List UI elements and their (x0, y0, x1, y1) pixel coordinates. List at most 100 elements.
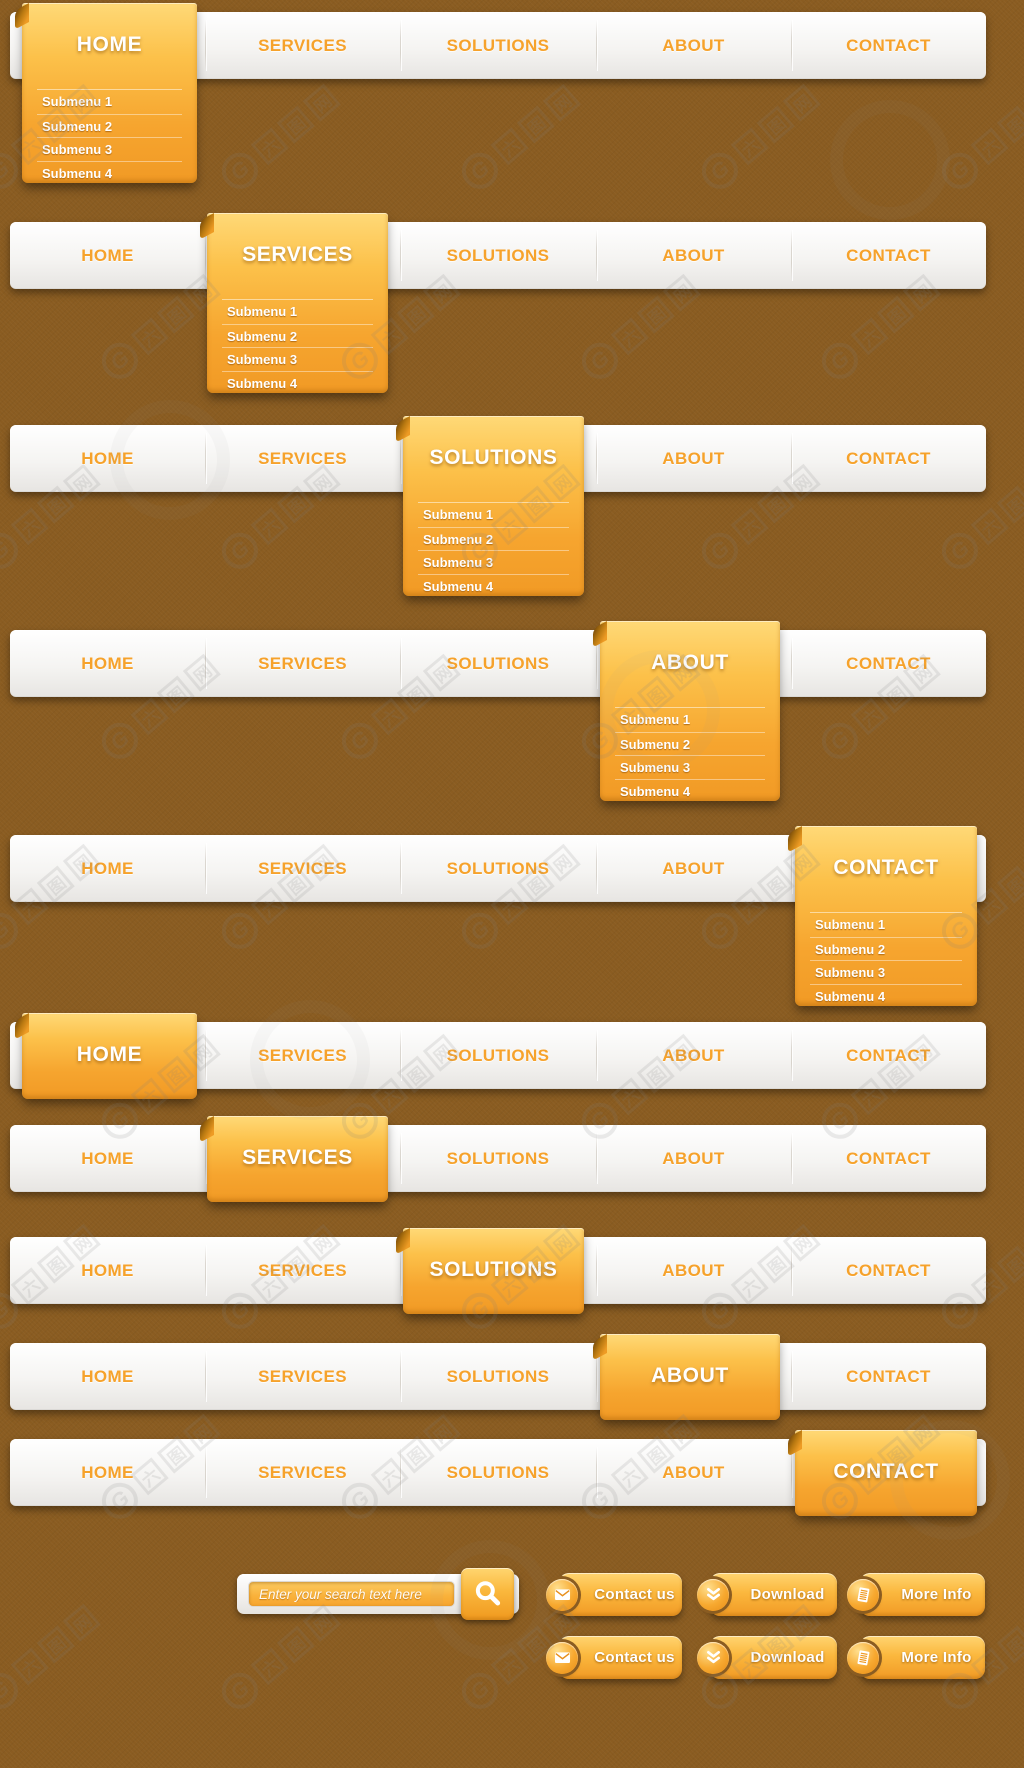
watermark-character: 六 (730, 507, 769, 546)
nav-item-solutions[interactable]: SOLUTIONS (446, 1366, 550, 1386)
more-info-button[interactable]: More Info (847, 1573, 985, 1616)
watermark-logo-icon: G (454, 1665, 506, 1717)
divider (205, 1351, 206, 1402)
nav-item-contact[interactable]: CONTACT (846, 245, 931, 265)
divider (596, 1447, 597, 1498)
nav-item-home[interactable]: HOME (81, 1148, 134, 1168)
nav-item-services[interactable]: SERVICES (258, 858, 347, 878)
divider (791, 1351, 792, 1402)
nav-item-about[interactable]: ABOUT (662, 1260, 725, 1280)
watermark-character: 六 (10, 1647, 49, 1686)
submenu-item[interactable]: Submenu 3 (418, 550, 569, 574)
divider (791, 843, 792, 894)
submenu-item[interactable]: Submenu 1 (423, 507, 494, 522)
submenu-item[interactable]: Submenu 4 (615, 778, 765, 803)
active-tab-label: HOME (76, 33, 143, 56)
nav-item-solutions[interactable]: SOLUTIONS (446, 245, 550, 265)
nav-item-home[interactable]: HOME (81, 858, 134, 878)
submenu-item[interactable]: Submenu 3 (615, 755, 765, 779)
active-tab-label: SOLUTIONS (429, 1258, 558, 1281)
nav-item-services[interactable]: SERVICES (258, 1045, 347, 1065)
nav-item-about[interactable]: ABOUT (662, 1462, 725, 1482)
nav-item-services[interactable]: SERVICES (258, 1366, 347, 1386)
watermark-character: 六 (250, 1647, 289, 1686)
nav-item-contact[interactable]: CONTACT (846, 653, 931, 673)
submenu-item[interactable]: Submenu 2 (615, 731, 765, 756)
nav-item-contact[interactable]: CONTACT (846, 1148, 931, 1168)
contact-us-button[interactable]: Contact us (546, 1636, 682, 1679)
submenu-item[interactable]: Submenu 2 (810, 936, 962, 961)
watermark-character: 六 (970, 507, 1009, 546)
nav-item-services[interactable]: SERVICES (258, 1260, 347, 1280)
nav-item-home[interactable]: HOME (81, 1260, 134, 1280)
nav-item-solutions[interactable]: SOLUTIONS (446, 35, 550, 55)
watermark-character: 六 (970, 127, 1009, 166)
active-tab-home[interactable]: HOME (22, 1013, 197, 1099)
nav-item-contact[interactable]: CONTACT (846, 448, 931, 468)
active-tab-home[interactable]: HOME Submenu 1 Submenu 2 Submenu 3 Submenu 4 (22, 3, 197, 183)
document-icon (847, 1641, 879, 1674)
active-tab-services[interactable]: SERVICES Submenu 1 Submenu 2 Submenu 3 Subme… (207, 213, 388, 393)
submenu-item[interactable]: Submenu 3 (810, 960, 962, 984)
nav-item-about[interactable]: ABOUT (662, 35, 725, 55)
active-tab-solutions[interactable]: SOLUTIONS (403, 1228, 584, 1314)
nav-item-about[interactable]: ABOUT (662, 1045, 725, 1065)
nav-item-about[interactable]: ABOUT (662, 858, 725, 878)
active-tab-services[interactable]: SERVICES (207, 1116, 388, 1202)
nav-item-home[interactable]: HOME (81, 1366, 134, 1386)
submenu-item[interactable]: Submenu 1 (42, 94, 113, 109)
nav-item-about[interactable]: ABOUT (662, 1148, 725, 1168)
nav-item-home[interactable]: HOME (81, 245, 134, 265)
watermark-character: 图 (996, 105, 1024, 144)
submenu-item[interactable]: Submenu 4 (222, 370, 373, 395)
submenu-item[interactable]: Submenu 1 (620, 712, 691, 727)
submenu-item[interactable]: Submenu 4 (810, 983, 962, 1008)
nav-item-solutions[interactable]: SOLUTIONS (446, 1462, 550, 1482)
nav-item-contact[interactable]: CONTACT (846, 1366, 931, 1386)
nav-item-services[interactable]: SERVICES (258, 35, 347, 55)
nav-item-home[interactable]: HOME (81, 1462, 134, 1482)
active-tab-label: HOME (76, 1043, 143, 1066)
nav-item-solutions[interactable]: SOLUTIONS (446, 858, 550, 878)
nav-item-about[interactable]: ABOUT (662, 448, 725, 468)
search-button[interactable] (461, 1568, 514, 1620)
submenu-item[interactable]: Submenu 2 (37, 113, 182, 138)
active-tab-about[interactable]: ABOUT Submenu 1 Submenu 2 Submenu 3 Submenu … (600, 621, 780, 801)
active-tab-label: CONTACT (833, 856, 939, 879)
nav-item-contact[interactable]: CONTACT (846, 1045, 931, 1065)
nav-item-about[interactable]: ABOUT (662, 245, 725, 265)
nav-item-home[interactable]: HOME (81, 653, 134, 673)
submenu-item[interactable]: Submenu 4 (418, 573, 569, 598)
nav-item-services[interactable]: SERVICES (258, 448, 347, 468)
nav-item-contact[interactable]: CONTACT (846, 1260, 931, 1280)
submenu-item[interactable]: Submenu 4 (37, 160, 182, 185)
search-input[interactable] (248, 1581, 455, 1607)
active-tab-solutions[interactable]: SOLUTIONS Submenu 1 Submenu 2 Submenu 3 Subm… (403, 416, 584, 596)
submenu-item[interactable]: Submenu 2 (418, 526, 569, 551)
nav-item-services[interactable]: SERVICES (258, 653, 347, 673)
nav-item-solutions[interactable]: SOLUTIONS (446, 1148, 550, 1168)
more-info-button[interactable]: More Info (847, 1636, 985, 1679)
submenu-item[interactable]: Submenu 3 (222, 347, 373, 371)
active-tab-contact[interactable]: CONTACT Submenu 1 Submenu 2 Submenu 3 Submen… (795, 826, 977, 1006)
nav-item-solutions[interactable]: SOLUTIONS (446, 653, 550, 673)
download-button[interactable]: Download (697, 1636, 837, 1679)
nav-item-home[interactable]: HOME (81, 448, 134, 468)
document-icon (847, 1578, 879, 1611)
nav-item-contact[interactable]: CONTACT (846, 35, 931, 55)
active-tab-about[interactable]: ABOUT (600, 1334, 780, 1420)
active-tab-contact[interactable]: CONTACT (795, 1430, 977, 1516)
submenu-item[interactable]: Submenu 1 (227, 304, 298, 319)
submenu-item[interactable]: Submenu 2 (222, 323, 373, 348)
submenu-item[interactable]: Submenu 1 (815, 917, 886, 932)
download-button[interactable]: Download (697, 1573, 837, 1616)
contact-us-button[interactable]: Contact us (546, 1573, 682, 1616)
nav-item-solutions[interactable]: SOLUTIONS (446, 1045, 550, 1065)
submenu-item[interactable]: Submenu 3 (37, 137, 182, 161)
divider (205, 1447, 206, 1498)
nav-item-services[interactable]: SERVICES (258, 1462, 347, 1482)
